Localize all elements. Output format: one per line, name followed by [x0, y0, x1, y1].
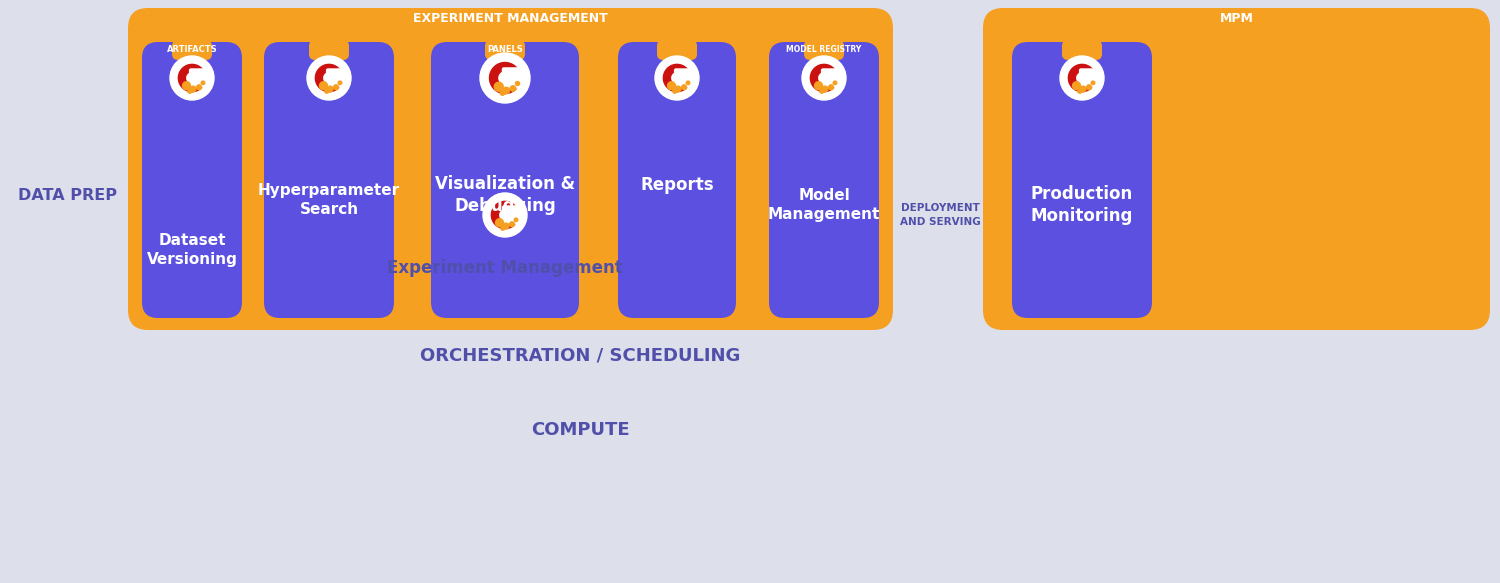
Circle shape [686, 81, 690, 85]
FancyBboxPatch shape [503, 205, 525, 224]
Circle shape [656, 56, 699, 100]
Circle shape [327, 86, 333, 92]
Circle shape [201, 81, 206, 85]
Circle shape [828, 85, 834, 90]
Polygon shape [810, 64, 836, 92]
Polygon shape [489, 62, 519, 93]
Circle shape [495, 219, 504, 227]
FancyBboxPatch shape [501, 67, 526, 89]
Circle shape [510, 86, 516, 92]
FancyBboxPatch shape [424, 35, 586, 325]
Circle shape [503, 223, 509, 229]
Text: DEPLOYMENT
AND SERVING: DEPLOYMENT AND SERVING [900, 203, 981, 227]
Circle shape [1060, 56, 1104, 100]
Circle shape [822, 86, 828, 92]
Circle shape [483, 193, 526, 237]
FancyBboxPatch shape [618, 42, 736, 318]
Text: MODEL REGISTRY: MODEL REGISTRY [786, 45, 861, 54]
Circle shape [495, 82, 502, 92]
Circle shape [326, 89, 328, 93]
Circle shape [183, 82, 190, 90]
Circle shape [674, 89, 676, 93]
Circle shape [510, 222, 515, 227]
FancyBboxPatch shape [821, 68, 843, 87]
Text: MPM: MPM [1220, 12, 1254, 24]
FancyBboxPatch shape [309, 40, 350, 60]
Text: Experiment Management: Experiment Management [387, 259, 622, 277]
Circle shape [833, 81, 837, 85]
Circle shape [821, 89, 824, 93]
Circle shape [1090, 81, 1095, 85]
FancyBboxPatch shape [326, 68, 348, 87]
Circle shape [675, 86, 681, 92]
Circle shape [320, 82, 327, 90]
Text: Dataset
Versioning: Dataset Versioning [147, 233, 237, 267]
FancyBboxPatch shape [1013, 42, 1152, 318]
Text: DATA PREP: DATA PREP [18, 188, 117, 202]
FancyBboxPatch shape [430, 42, 579, 318]
FancyBboxPatch shape [484, 40, 525, 60]
FancyBboxPatch shape [189, 68, 211, 87]
Circle shape [196, 85, 201, 90]
FancyBboxPatch shape [172, 40, 211, 60]
Circle shape [681, 85, 687, 90]
Circle shape [1086, 85, 1092, 90]
FancyBboxPatch shape [1078, 68, 1101, 87]
Polygon shape [663, 64, 688, 92]
Text: PANELS: PANELS [488, 45, 524, 54]
FancyBboxPatch shape [657, 40, 698, 60]
Circle shape [480, 53, 530, 103]
Circle shape [503, 87, 510, 94]
Circle shape [668, 82, 675, 90]
Circle shape [338, 81, 342, 85]
Circle shape [188, 89, 192, 93]
FancyBboxPatch shape [128, 8, 892, 330]
Text: ARTIFACTS: ARTIFACTS [166, 45, 218, 54]
Polygon shape [492, 201, 517, 229]
Circle shape [501, 226, 506, 230]
Circle shape [514, 218, 517, 222]
Circle shape [1072, 82, 1080, 90]
Circle shape [190, 86, 196, 92]
Circle shape [308, 56, 351, 100]
Polygon shape [315, 64, 340, 92]
Text: Visualization &
Debugging: Visualization & Debugging [435, 175, 574, 215]
Circle shape [815, 82, 822, 90]
Text: COMPUTE: COMPUTE [531, 421, 630, 439]
Circle shape [170, 56, 214, 100]
Circle shape [500, 91, 504, 95]
FancyBboxPatch shape [264, 42, 394, 318]
Text: ORCHESTRATION / SCHEDULING: ORCHESTRATION / SCHEDULING [420, 346, 740, 364]
Circle shape [1078, 89, 1082, 93]
FancyBboxPatch shape [804, 40, 844, 60]
FancyBboxPatch shape [674, 68, 696, 87]
Polygon shape [178, 64, 204, 92]
Circle shape [802, 56, 846, 100]
FancyBboxPatch shape [142, 42, 242, 318]
FancyBboxPatch shape [982, 8, 1490, 330]
Text: Reports: Reports [640, 176, 714, 194]
FancyBboxPatch shape [1062, 40, 1102, 60]
Polygon shape [1068, 64, 1094, 92]
Circle shape [516, 82, 519, 86]
Text: Production
Monitoring: Production Monitoring [1030, 185, 1132, 225]
Circle shape [1080, 86, 1086, 92]
Circle shape [333, 85, 339, 90]
Text: Model
Management: Model Management [768, 188, 880, 222]
Text: EXPERIMENT MANAGEMENT: EXPERIMENT MANAGEMENT [413, 12, 608, 24]
FancyBboxPatch shape [770, 42, 879, 318]
Text: Hyperparameter
Search: Hyperparameter Search [258, 183, 401, 217]
